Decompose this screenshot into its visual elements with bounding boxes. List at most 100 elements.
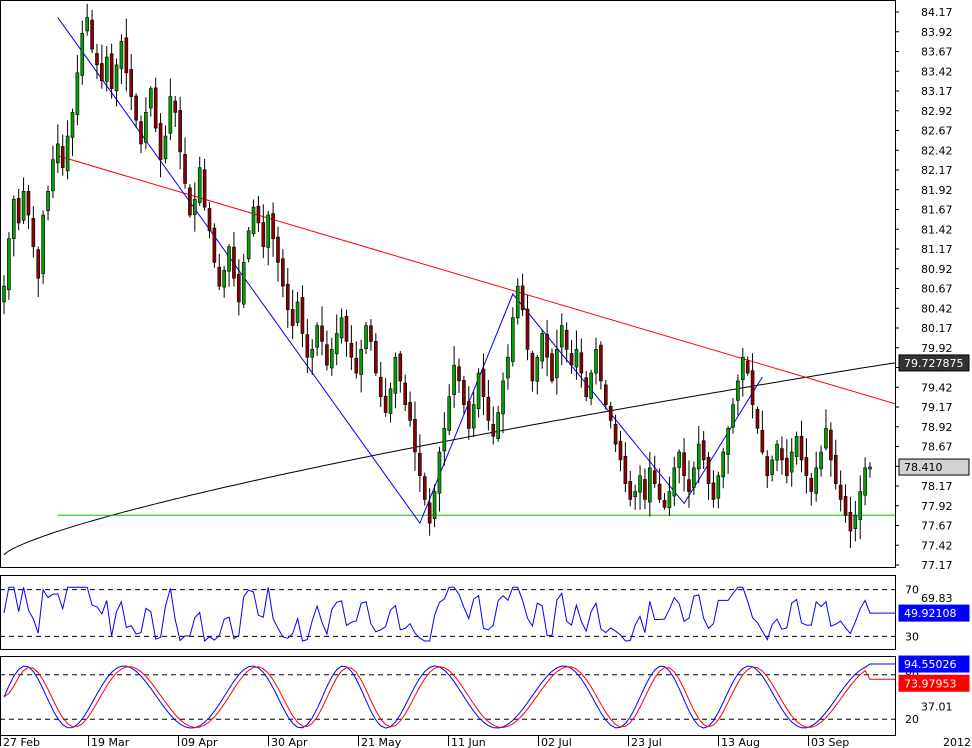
candle-body-36: [178, 110, 182, 153]
candle-body-67: [330, 349, 334, 369]
sma-value-tag-text: 79.727875: [904, 357, 964, 370]
candle-body-122: [599, 344, 603, 382]
y-tick-label-10: 81.67: [921, 204, 953, 217]
stoch-k-value-tag-text: 94.55026: [904, 658, 957, 671]
candle-body-58: [285, 283, 290, 311]
annotation-lines-layer: [57, 17, 896, 525]
candle-body-94: [462, 379, 466, 405]
stoch-tick-label-1: 37.01: [921, 701, 953, 714]
date-label-9: 03 Sep: [811, 736, 849, 748]
candle-body-4: [21, 191, 26, 221]
candle-body-107: [525, 308, 530, 350]
candle-body-75: [369, 325, 373, 342]
candle-body-152: [745, 360, 750, 374]
rsi-tick-label-0: 70: [905, 584, 919, 597]
candle-body-35: [173, 100, 178, 113]
candle-body-21: [104, 56, 109, 82]
candle-body-14: [70, 112, 75, 138]
candle-body-109: [535, 356, 540, 382]
red-trendline: [57, 155, 896, 405]
candle-body-173: [848, 511, 853, 532]
candle-body-42: [207, 208, 212, 232]
y-tick-label-20: 79.17: [921, 401, 953, 414]
candle-body-149: [731, 404, 735, 428]
sma-layer: [3, 362, 896, 556]
value-tags: 79.727875 78.410 49.92108 94.55026 73.97953: [898, 354, 970, 692]
candle-body-5: [26, 191, 31, 216]
candle-body-155: [760, 429, 765, 453]
candle-body-72: [354, 357, 359, 374]
candle-body-126: [618, 440, 623, 461]
candle-body-23: [114, 64, 119, 92]
y-tick-label-0: 84.17: [921, 6, 953, 19]
candle-body-177: [868, 466, 872, 470]
candle-body-99: [486, 396, 491, 421]
candle-body-88: [432, 491, 437, 520]
rsi-tick-label-1: 69.83: [921, 592, 953, 605]
last-price-tag-box: [898, 458, 970, 476]
candle-body-158: [775, 443, 779, 461]
candle-body-114: [559, 325, 564, 348]
candle-body-174: [853, 514, 858, 529]
candle-body-172: [843, 496, 848, 516]
candle-body-156: [765, 456, 770, 477]
candle-body-151: [740, 356, 745, 380]
candle-body-133: [652, 470, 657, 484]
y-tick-label-11: 81.42: [921, 223, 953, 236]
candle-body-169: [829, 429, 833, 461]
candle-body-160: [785, 457, 789, 477]
candle-body-10: [51, 159, 55, 192]
y-tick-label-26: 77.67: [921, 520, 953, 533]
candle-body-37: [183, 154, 187, 184]
candle-body-65: [320, 325, 324, 342]
candle-body-119: [584, 377, 589, 398]
candle-body-110: [540, 333, 544, 362]
candle-body-12: [60, 146, 65, 168]
date-label-2: 09 Apr: [181, 736, 218, 748]
candle-body-147: [721, 451, 726, 478]
candle-body-71: [349, 342, 354, 358]
y-tick-label-25: 77.92: [921, 500, 953, 513]
candle-body-50: [246, 230, 251, 260]
y-tick-label-21: 78.92: [921, 421, 953, 434]
candle-body-31: [153, 87, 158, 129]
candle-body-57: [281, 258, 285, 287]
candle-body-118: [579, 352, 584, 374]
candle-body-145: [711, 482, 716, 500]
candle-body-45: [222, 270, 226, 288]
candle-body-104: [511, 317, 515, 362]
candle-body-73: [359, 349, 363, 375]
candle-body-130: [638, 475, 642, 493]
candle-body-30: [148, 88, 153, 109]
y-tick-label-9: 81.92: [921, 184, 953, 197]
candle-body-163: [799, 435, 804, 461]
candle-body-17: [85, 17, 89, 32]
candle-body-142: [696, 443, 701, 470]
y-tick-label-14: 80.67: [921, 283, 953, 296]
candle-body-137: [672, 467, 677, 497]
candle-body-115: [564, 329, 569, 350]
candle-body-101: [496, 412, 500, 439]
candle-body-87: [427, 502, 432, 524]
candle-body-20: [100, 63, 104, 82]
candle-body-134: [657, 483, 662, 500]
y-tick-label-27: 77.42: [921, 539, 953, 552]
candle-body-132: [648, 467, 652, 503]
candle-body-40: [197, 167, 202, 203]
date-label-7: 23 Jul: [631, 736, 662, 748]
candle-body-90: [442, 428, 447, 452]
candle-body-32: [158, 123, 163, 161]
candle-body-150: [736, 380, 740, 401]
candle-body-44: [217, 266, 222, 287]
y-tick-label-12: 81.17: [921, 243, 953, 256]
y-tick-label-7: 82.42: [921, 144, 953, 157]
candle-body-140: [687, 479, 691, 492]
candle-body-125: [613, 423, 618, 445]
stoch-d-line: [3, 666, 895, 729]
candle-body-24: [119, 40, 124, 69]
candle-body-8: [41, 214, 45, 275]
stoch-tick-label-2: 20: [905, 713, 919, 726]
candle-body-141: [692, 467, 696, 488]
y-tick-label-5: 82.92: [921, 105, 953, 118]
candle-body-84: [413, 418, 417, 453]
